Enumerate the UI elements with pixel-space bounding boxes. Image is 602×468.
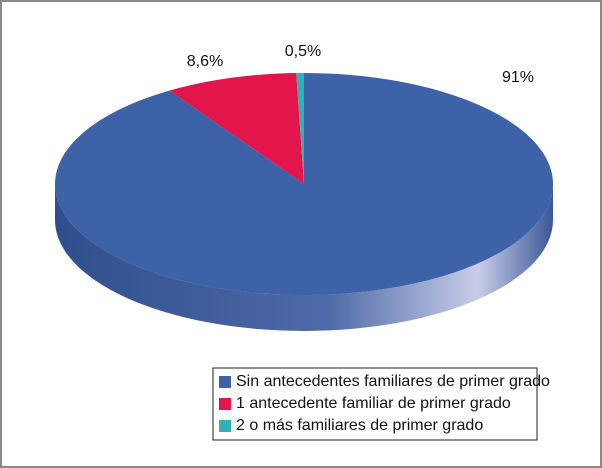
pie-slice (169, 73, 304, 184)
legend-label: 2 o más familiares de primer grado (236, 417, 483, 434)
legend-swatch (219, 376, 231, 388)
legend-swatch (219, 420, 231, 432)
pie-slice (296, 73, 304, 184)
data-label: 8,6% (187, 53, 223, 70)
legend-label: 1 antecedente familiar de primer grado (236, 395, 511, 412)
legend-box (212, 367, 538, 441)
data-label: 91% (502, 69, 534, 86)
legend-label: Sin antecedentes familiares de primer gr… (236, 373, 550, 390)
pie-side (55, 184, 553, 331)
legend-swatch (219, 398, 231, 410)
data-label: 0,5% (285, 43, 321, 60)
